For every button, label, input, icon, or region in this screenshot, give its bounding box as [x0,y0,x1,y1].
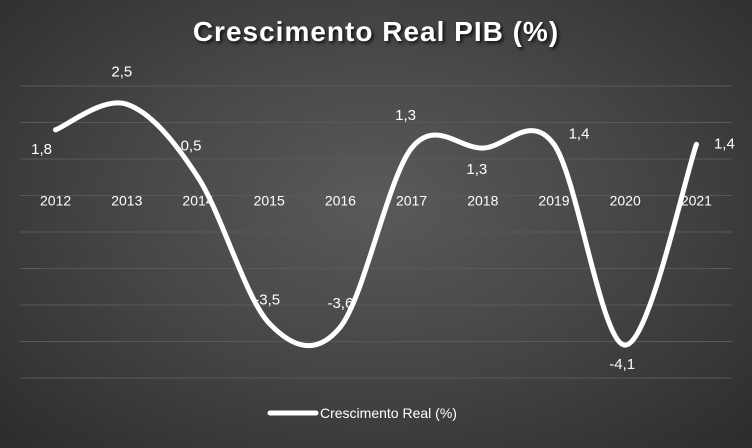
data-point [53,127,59,133]
data-label: -3,5 [254,291,280,308]
x-tick-label: 2017 [396,193,427,209]
data-point [551,141,557,147]
x-tick-label: 2016 [325,193,356,209]
data-point [195,174,201,180]
data-point [622,342,628,348]
data-label: 1,4 [714,135,735,152]
x-tick-label: 2015 [254,193,285,209]
data-point [124,101,130,107]
data-point [480,145,486,151]
data-label: 1,3 [466,161,487,178]
data-point [693,141,699,147]
x-tick-label: 2019 [538,193,569,209]
legend-label: Crescimento Real (%) [320,405,457,421]
data-point [337,324,343,330]
data-label: 2,5 [111,63,132,80]
data-point [266,320,272,326]
data-label: 1,3 [395,107,416,124]
data-label: 1,4 [569,125,590,142]
chart-title: Crescimento Real PIB (%) [192,16,560,47]
x-tick-label: 2018 [467,193,498,209]
data-label: 0,5 [181,137,202,154]
data-label: -3,6 [327,295,353,312]
data-label: 1,8 [31,141,52,158]
series-line-crescimento-real [53,100,699,348]
x-tick-label: 2021 [681,193,712,209]
data-point [409,145,415,151]
x-tick-label: 2013 [111,193,142,209]
x-tick-label: 2012 [40,193,71,209]
x-tick-label: 2020 [610,193,641,209]
data-label: -4,1 [609,356,635,373]
